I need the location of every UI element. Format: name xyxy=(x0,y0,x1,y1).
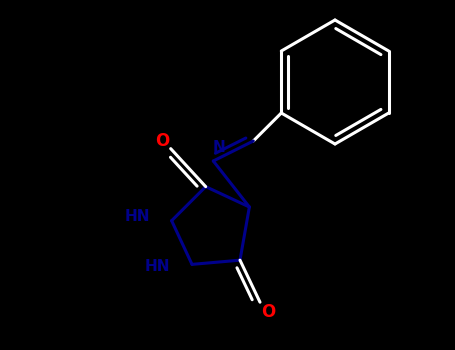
Text: O: O xyxy=(156,132,170,150)
Text: N: N xyxy=(213,140,226,154)
Text: HN: HN xyxy=(145,259,170,274)
Text: HN: HN xyxy=(124,209,150,224)
Text: O: O xyxy=(261,303,275,321)
